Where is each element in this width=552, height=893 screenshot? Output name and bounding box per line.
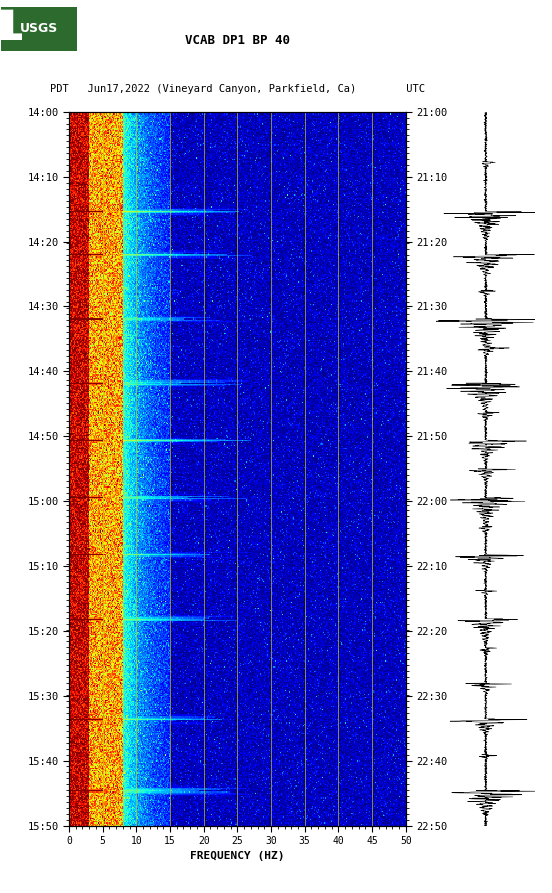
FancyBboxPatch shape — [1, 7, 77, 51]
FancyArrow shape — [0, 10, 26, 125]
X-axis label: FREQUENCY (HZ): FREQUENCY (HZ) — [190, 851, 285, 861]
Text: VCAB DP1 BP 40: VCAB DP1 BP 40 — [185, 34, 290, 46]
Text: USGS: USGS — [19, 21, 58, 35]
Text: PDT   Jun17,2022 (Vineyard Canyon, Parkfield, Ca)        UTC: PDT Jun17,2022 (Vineyard Canyon, Parkfie… — [50, 84, 425, 95]
